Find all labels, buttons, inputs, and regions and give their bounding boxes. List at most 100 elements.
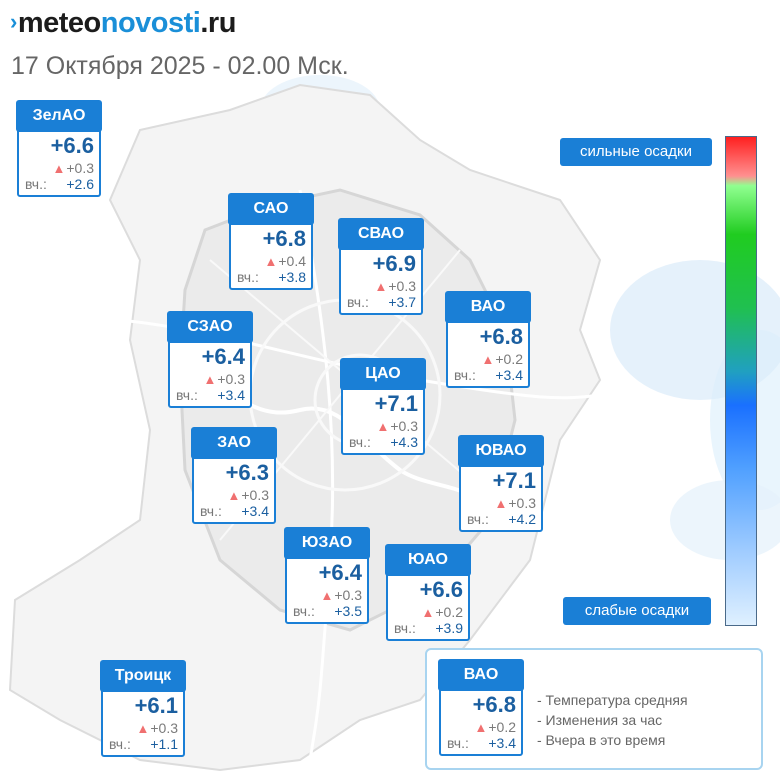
rise-triangle-icon: ▲ — [494, 496, 508, 511]
district-card-yuzao: ЮЗАО +6.4 ▲+0.3 вч.: +3.5 — [284, 527, 370, 624]
yesterday-value: +1.1 — [150, 736, 178, 752]
district-card-zelao: ЗелАО +6.6 ▲+0.3 вч.: +2.6 — [16, 100, 102, 197]
district-card-sao: САО +6.8 ▲+0.4 вч.: +3.8 — [228, 193, 314, 290]
district-temperature: +6.1 — [134, 693, 178, 718]
district-card-zao: ЗАО +6.3 ▲+0.3 вч.: +3.4 — [191, 427, 277, 524]
hourly-change-value: +0.2 — [488, 719, 516, 735]
hourly-change-value: +0.3 — [508, 495, 536, 511]
district-temperature: +7.1 — [492, 468, 536, 493]
yesterday-label: вч.: — [176, 387, 198, 403]
rise-triangle-icon: ▲ — [264, 254, 278, 269]
district-name: ЗелАО — [16, 100, 102, 132]
hourly-change-value: +0.4 — [278, 253, 306, 269]
district-temperature: +6.8 — [479, 324, 523, 349]
rise-triangle-icon: ▲ — [481, 352, 495, 367]
hourly-change-value: +0.3 — [241, 487, 269, 503]
district-name: ЮЗАО — [284, 527, 370, 559]
legend-example-card: ВАО +6.8 ▲+0.2 вч.: +3.4 — [438, 659, 524, 756]
legend-item-hourly-change: - Изменения за час — [537, 712, 663, 728]
hourly-change-value: +0.3 — [217, 371, 245, 387]
rise-triangle-icon: ▲ — [376, 419, 390, 434]
logo-chevron-icon: › — [10, 9, 17, 34]
rise-triangle-icon: ▲ — [320, 588, 334, 603]
yesterday-value: +3.7 — [388, 294, 416, 310]
yesterday-label: вч.: — [293, 603, 315, 619]
hourly-change-value: +0.3 — [334, 587, 362, 603]
hourly-change-value: +0.2 — [435, 604, 463, 620]
hourly-change: ▲+0.3 — [374, 278, 416, 295]
precipitation-scale-bar — [725, 136, 757, 626]
district-temperature: +6.4 — [201, 344, 245, 369]
hourly-change: ▲+0.3 — [136, 720, 178, 737]
hourly-change-value: +0.3 — [66, 160, 94, 176]
legend-item-yesterday: - Вчера в это время — [537, 732, 666, 748]
logo-text-ru: .ru — [200, 7, 236, 39]
yesterday-value: +3.9 — [435, 620, 463, 636]
hourly-change: ▲+0.3 — [203, 371, 245, 388]
district-name: ЗАО — [191, 427, 277, 459]
district-temperature: +6.8 — [262, 226, 306, 251]
yesterday-label: вч.: — [467, 511, 489, 527]
district-name: ВАО — [438, 659, 524, 691]
yesterday-label: вч.: — [109, 736, 131, 752]
district-name: Троицк — [100, 660, 186, 692]
hourly-change: ▲+0.2 — [421, 604, 463, 621]
district-name: ЮВАО — [458, 435, 544, 467]
district-temperature: +6.6 — [50, 133, 94, 158]
rise-triangle-icon: ▲ — [374, 279, 388, 294]
yesterday-label: вч.: — [25, 176, 47, 192]
district-card-tsao: ЦАО +7.1 ▲+0.3 вч.: +4.3 — [340, 358, 426, 455]
hourly-change-value: +0.3 — [388, 278, 416, 294]
light-precipitation-label: слабые осадки — [563, 597, 711, 625]
yesterday-label: вч.: — [349, 434, 371, 450]
rise-triangle-icon: ▲ — [227, 488, 241, 503]
forecast-timestamp: 17 Октября 2025 - 02.00 Мск. — [11, 52, 349, 80]
site-logo[interactable]: ›meteonovosti.ru — [10, 4, 236, 41]
heavy-precipitation-label: сильные осадки — [560, 138, 712, 166]
yesterday-label: вч.: — [200, 503, 222, 519]
yesterday-label: вч.: — [454, 367, 476, 383]
district-card-yuao: ЮАО +6.6 ▲+0.2 вч.: +3.9 — [385, 544, 471, 641]
hourly-change: ▲+0.3 — [494, 495, 536, 512]
logo-text-novosti: novosti — [100, 7, 201, 39]
yesterday-value: +3.4 — [488, 735, 516, 751]
district-temperature: +6.4 — [318, 560, 362, 585]
hourly-change-value: +0.2 — [495, 351, 523, 367]
district-name: ЮАО — [385, 544, 471, 576]
yesterday-label: вч.: — [447, 735, 469, 751]
district-card-szao: СЗАО +6.4 ▲+0.3 вч.: +3.4 — [167, 311, 253, 408]
yesterday-label: вч.: — [394, 620, 416, 636]
rise-triangle-icon: ▲ — [203, 372, 217, 387]
yesterday-value: +3.4 — [495, 367, 523, 383]
district-name: ЦАО — [340, 358, 426, 390]
yesterday-value: +4.3 — [390, 434, 418, 450]
hourly-change: ▲+0.3 — [376, 419, 418, 435]
yesterday-value: +3.4 — [217, 387, 245, 403]
hourly-change: ▲+0.3 — [52, 160, 94, 177]
rise-triangle-icon: ▲ — [52, 161, 66, 176]
legend-descriptions: - Температура средняя - Изменения за час… — [537, 690, 688, 750]
hourly-change: ▲+0.2 — [481, 351, 523, 368]
district-temperature: +6.6 — [419, 577, 463, 602]
district-temperature: +6.8 — [472, 692, 516, 717]
district-card-vao: ВАО +6.8 ▲+0.2 вч.: +3.4 — [445, 291, 531, 388]
yesterday-value: +3.8 — [278, 269, 306, 285]
hourly-change: ▲+0.4 — [264, 253, 306, 270]
hourly-change: ▲+0.3 — [320, 587, 362, 604]
district-temperature: +6.9 — [372, 251, 416, 276]
yesterday-value: +3.5 — [334, 603, 362, 619]
district-card-yuvao: ЮВАО +7.1 ▲+0.3 вч.: +4.2 — [458, 435, 544, 532]
yesterday-label: вч.: — [347, 294, 369, 310]
yesterday-value: +4.2 — [508, 511, 536, 527]
district-name: СЗАО — [167, 311, 253, 343]
hourly-change: ▲+0.2 — [474, 719, 516, 736]
hourly-change-value: +0.3 — [150, 720, 178, 736]
rise-triangle-icon: ▲ — [474, 720, 488, 735]
yesterday-label: вч.: — [237, 269, 259, 285]
district-card-svao: СВАО +6.9 ▲+0.3 вч.: +3.7 — [338, 218, 424, 315]
yesterday-value: +3.4 — [241, 503, 269, 519]
district-temperature: +7.1 — [374, 391, 418, 416]
rise-triangle-icon: ▲ — [136, 721, 150, 736]
district-card-troitsk: Троицк +6.1 ▲+0.3 вч.: +1.1 — [100, 660, 186, 757]
legend-item-temperature: - Температура средняя — [537, 692, 688, 708]
